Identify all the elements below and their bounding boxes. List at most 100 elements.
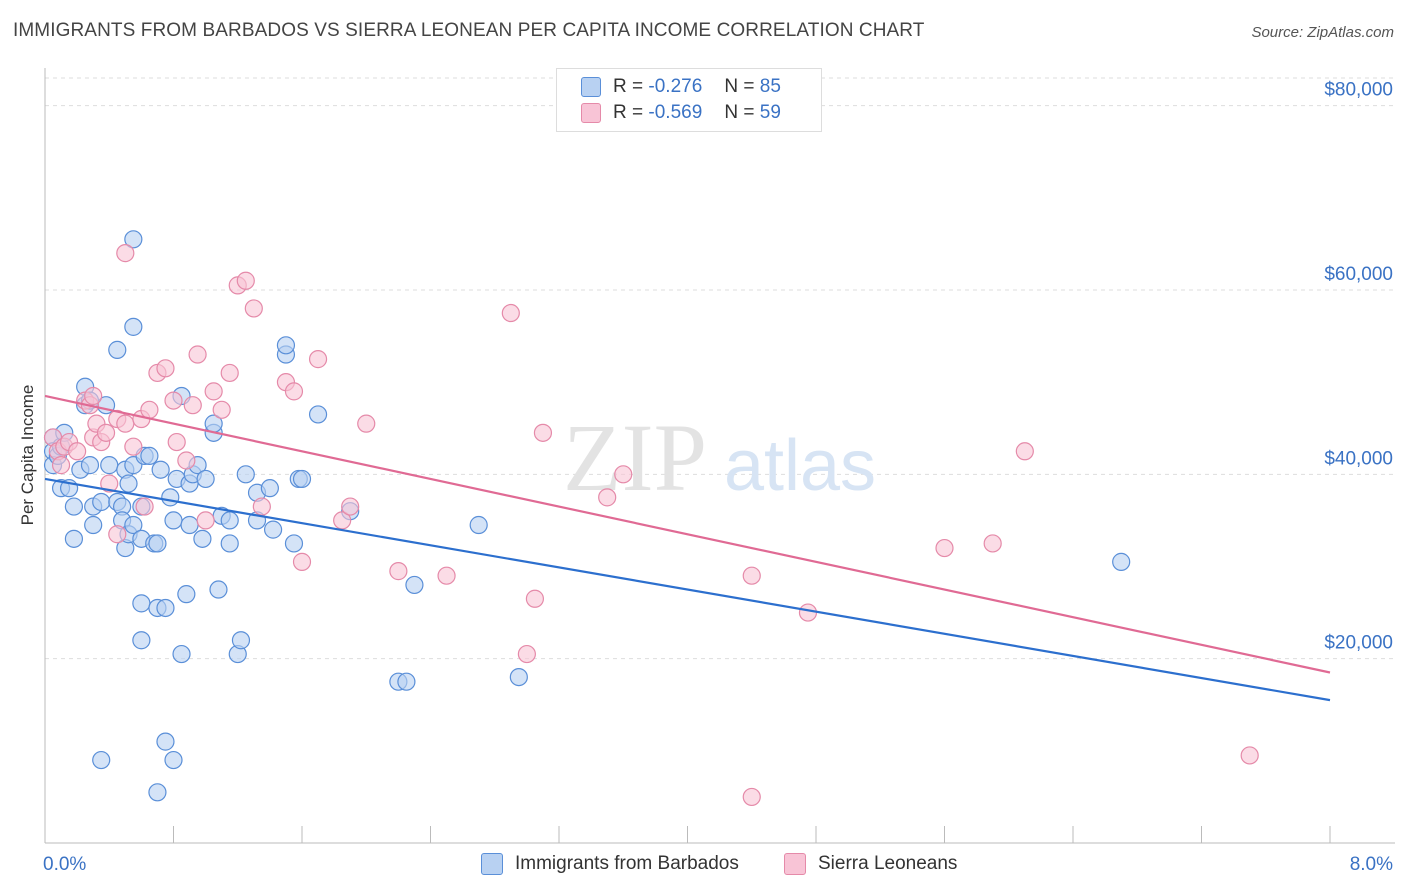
- point-sierra-leonean: [389, 562, 408, 581]
- point-sierra-leonean: [135, 497, 154, 516]
- point-barbados: [231, 631, 251, 650]
- point-sierra-leonean: [177, 451, 196, 470]
- point-sierra-leonean: [108, 525, 127, 544]
- point-sierra-leonean: [116, 244, 135, 263]
- point-barbados: [276, 336, 296, 355]
- point-barbados: [193, 529, 212, 548]
- point-sierra-leonean: [1240, 746, 1259, 765]
- point-sierra-leonean: [156, 359, 175, 378]
- point-sierra-leonean: [196, 511, 215, 530]
- legend-n-value-1: 85: [759, 76, 781, 97]
- point-barbados: [196, 469, 215, 489]
- point-sierra-leonean: [798, 603, 818, 622]
- axes: [44, 68, 1395, 844]
- point-barbados: [148, 783, 167, 802]
- point-barbados: [148, 534, 167, 553]
- y-tick-label: $20,000: [1324, 633, 1393, 654]
- point-sierra-leonean: [983, 534, 1002, 553]
- point-barbados: [84, 515, 103, 535]
- point-sierra-leonean: [236, 271, 255, 290]
- point-barbados: [156, 732, 175, 751]
- point-sierra-leonean: [935, 538, 954, 558]
- point-barbados: [209, 580, 228, 599]
- point-barbados: [100, 456, 119, 475]
- point-sierra-leonean: [96, 423, 116, 442]
- point-sierra-leonean: [742, 787, 761, 807]
- point-barbados: [509, 667, 528, 687]
- point-sierra-leonean: [357, 414, 376, 433]
- point-sierra-leonean: [501, 303, 520, 323]
- tick-labels: $20,000 $40,000 $60,000 $80,000 0.0% 8.0%: [43, 80, 1393, 875]
- point-barbados: [397, 672, 416, 691]
- watermark-atlas: atlas: [724, 426, 876, 506]
- point-barbados: [156, 598, 175, 618]
- chart-title: IMMIGRANTS FROM BARBADOS VS SIERRA LEONE…: [13, 20, 925, 41]
- point-barbados: [124, 515, 143, 535]
- point-sierra-leonean: [220, 363, 239, 383]
- point-barbados: [263, 520, 283, 539]
- point-barbados: [64, 497, 84, 516]
- point-sierra-leonean: [183, 396, 202, 415]
- point-sierra-leonean: [140, 400, 159, 419]
- point-barbados: [260, 479, 279, 498]
- point-barbados: [92, 750, 111, 770]
- point-sierra-leonean: [212, 400, 231, 419]
- point-barbados: [308, 405, 328, 424]
- bottom-legend-swatch-pink: [784, 853, 806, 875]
- bottom-legend-label-2: Sierra Leoneans: [818, 853, 958, 874]
- legend-row-barbados: R = -0.276 N = 85: [581, 74, 781, 100]
- y-tick-label: $60,000: [1324, 264, 1393, 285]
- point-sierra-leonean: [100, 474, 119, 493]
- point-barbados: [172, 644, 191, 664]
- legend-r-label: R =: [613, 76, 644, 97]
- point-sierra-leonean: [84, 386, 103, 406]
- point-sierra-leonean: [308, 350, 328, 369]
- trendline-sierra-leoneans: [44, 394, 1331, 674]
- point-barbados: [164, 511, 183, 530]
- point-sierra-leonean: [284, 382, 304, 401]
- point-sierra-leonean: [292, 552, 312, 571]
- point-barbados: [177, 585, 196, 604]
- trendline-barbados: [44, 477, 1331, 702]
- legend-r-value-1: -0.276: [648, 76, 703, 97]
- bottom-legend-swatch-blue: [481, 853, 503, 875]
- legend-r-label: R =: [613, 102, 644, 123]
- point-sierra-leonean: [244, 299, 263, 318]
- legend-n-value-2: 59: [759, 102, 781, 123]
- point-sierra-leonean: [1015, 442, 1034, 461]
- legend-n-label: N =: [724, 102, 755, 123]
- point-sierra-leonean: [598, 488, 617, 507]
- point-sierra-leonean: [533, 423, 553, 442]
- point-sierra-leonean: [164, 391, 183, 410]
- point-barbados: [220, 511, 239, 530]
- point-sierra-leonean: [68, 442, 87, 461]
- point-sierra-leonean: [742, 566, 761, 585]
- point-barbados: [124, 317, 143, 336]
- point-sierra-leonean: [517, 644, 536, 664]
- point-barbados: [108, 340, 127, 359]
- point-barbados: [180, 515, 199, 535]
- point-sierra-leonean: [204, 382, 223, 401]
- y-tick-label: $80,000: [1324, 80, 1393, 101]
- legend-swatch-pink: [581, 103, 601, 123]
- point-barbados: [469, 515, 488, 535]
- point-sierra-leonean: [341, 497, 360, 516]
- legend-swatch-blue: [581, 77, 601, 97]
- gridlines: [45, 77, 1395, 660]
- point-sierra-leonean: [51, 456, 71, 475]
- legend-row-sierra-leoneans: R = -0.569 N = 59: [581, 100, 781, 126]
- trendlines: [44, 394, 1331, 702]
- bottom-legend-sierra-leoneans: Sierra Leoneans: [784, 851, 957, 877]
- point-barbados: [132, 594, 151, 613]
- point-barbados: [151, 460, 170, 479]
- watermark: ZIP atlas: [563, 404, 876, 511]
- point-barbados: [164, 750, 183, 770]
- point-barbados: [1112, 552, 1131, 571]
- point-barbados: [132, 631, 151, 650]
- point-sierra-leonean: [614, 465, 633, 484]
- point-barbados: [80, 456, 100, 475]
- series-sierra-leoneans-points: [43, 244, 1259, 807]
- y-tick-label: $40,000: [1324, 448, 1393, 469]
- bottom-legend-label-1: Immigrants from Barbados: [515, 853, 739, 874]
